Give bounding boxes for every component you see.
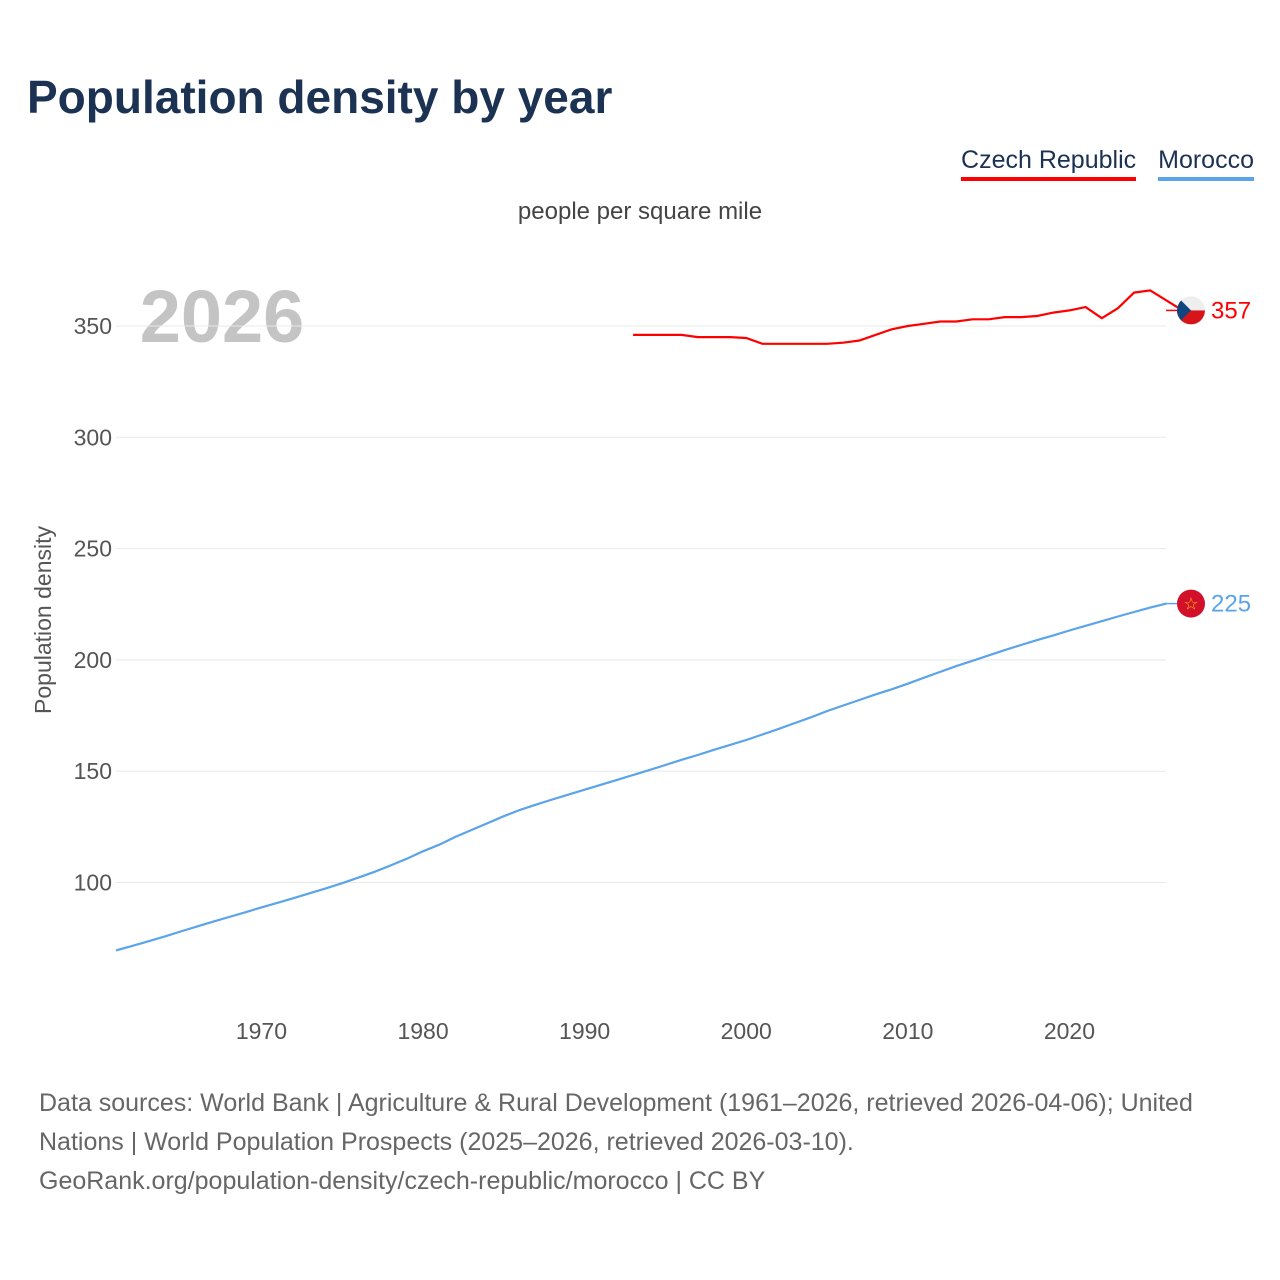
flag-star: ☆ [1183,595,1198,615]
y-tick-label: 300 [74,424,112,450]
chart-title: Population density by year [27,71,613,123]
flag-red [1177,589,1205,618]
x-tick-label: 1970 [236,1018,287,1044]
footer: Data sources: World Bank | Agriculture &… [39,1084,1249,1201]
source-link[interactable]: GeoRank.org/population-density/czech-rep… [39,1167,766,1195]
flag-blue [1177,296,1191,325]
legend: Czech Republic Morocco [961,146,1254,181]
y-tick-label: 350 [74,313,112,339]
chart-subtitle: people per square mile [517,198,763,225]
x-tick-label: 2020 [1044,1018,1095,1044]
y-tick-label: 250 [74,536,112,562]
series-line-czech-republic [633,289,1184,345]
legend-item-czech-republic[interactable]: Czech Republic [961,146,1137,181]
y-tick-label: 200 [74,647,112,673]
x-tick-label: 2010 [882,1018,933,1044]
morocco-flag-icon [1177,589,1205,618]
x-tick-label: 1980 [397,1018,448,1044]
series-line-morocco [115,602,1167,952]
end-value-label: 357 [1211,297,1251,324]
y-tick-label: 150 [74,758,112,784]
x-tick-label: 1990 [559,1018,610,1044]
y-tick-label: 100 [74,870,112,896]
legend-item-morocco[interactable]: Morocco [1158,146,1254,181]
y-axis-label: Population density [30,526,56,714]
end-value-label: 225 [1211,591,1251,618]
data-sources: Data sources: World Bank | Agriculture &… [39,1089,1193,1156]
czech-flag-icon [1177,296,1205,325]
year-label: 2026 [140,275,305,358]
x-tick-label: 2000 [721,1018,772,1044]
